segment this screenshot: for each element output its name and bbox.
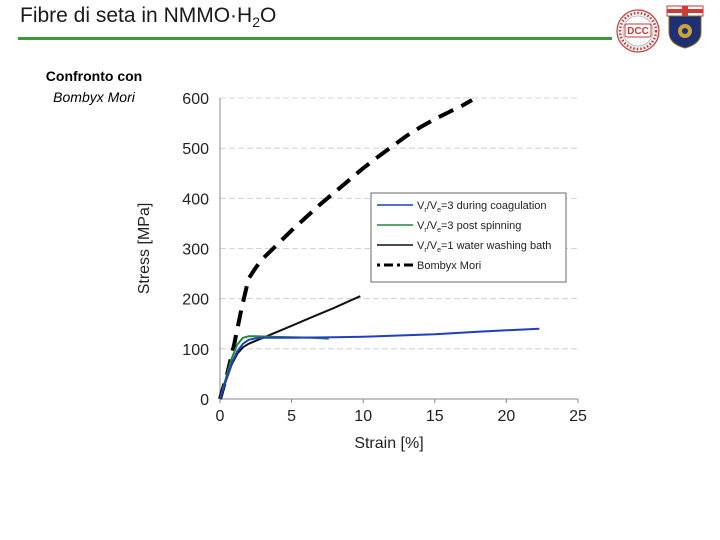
y-tick-label: 300: [182, 242, 209, 259]
legend-label-3: Bombyx Mori: [417, 260, 481, 272]
slide-title-subscript: 2: [252, 14, 261, 31]
slide-subtitle: Confronto con Bombyx Mori: [18, 66, 170, 108]
logo-left-text: DCC: [627, 26, 649, 37]
subtitle-line1: Confronto con: [45, 68, 143, 84]
legend-box: [370, 192, 567, 283]
y-tick-label: 100: [182, 342, 209, 359]
x-tick-label: 25: [569, 408, 587, 425]
series-line-0: [219, 327, 540, 400]
x-tick-label: 0: [216, 408, 225, 425]
y-tick-label: 400: [182, 191, 209, 208]
subtitle-line2: Bombyx Mori: [53, 89, 135, 105]
x-tick-label: 10: [354, 408, 372, 425]
y-tick-label: 500: [182, 141, 209, 158]
x-tick-label: 15: [426, 408, 444, 425]
slide-title: Fibre di seta in NMMO·H2O: [20, 4, 276, 30]
x-axis-label: Strain [%]: [354, 435, 423, 452]
university-crest-icon: [666, 5, 704, 49]
legend-label-0: Vr/Ve=3 during coagulation: [417, 200, 547, 214]
legend-label-2: Vr/Ve=1 water washing bath: [417, 240, 551, 254]
y-tick-label: 200: [182, 292, 209, 309]
series-line-1: [219, 335, 329, 400]
y-tick-label: 0: [200, 392, 209, 409]
x-tick-label: 20: [498, 408, 516, 425]
y-tick-label: 600: [182, 91, 209, 108]
slide-title-end: O: [260, 4, 277, 27]
university-department-seal-icon: DCC: [616, 9, 660, 53]
series-line-3: [218, 98, 474, 400]
slide-title-main: Fibre di seta in NMMO·H: [20, 4, 253, 27]
x-tick-label: 5: [287, 408, 296, 425]
legend-label-1: Vr/Ve=3 post spinning: [417, 220, 521, 234]
title-divider: [18, 37, 612, 40]
y-axis-label: Stress [MPa]: [136, 203, 153, 295]
